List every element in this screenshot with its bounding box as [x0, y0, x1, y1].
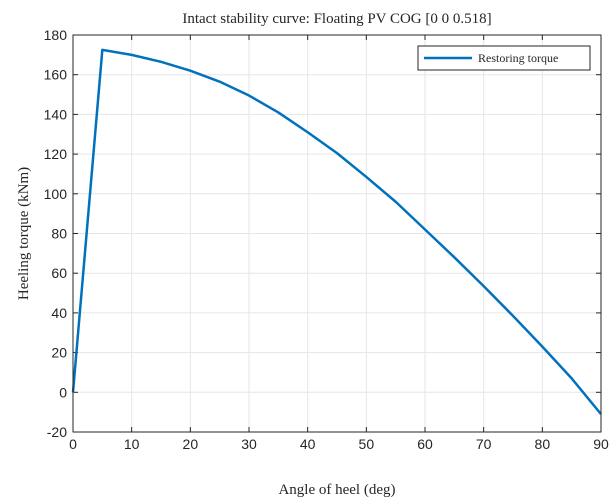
y-tick-label: 180: [44, 27, 68, 43]
y-tick-label: 160: [44, 67, 68, 83]
legend: Restoring torque: [417, 45, 591, 71]
x-tick-label: 60: [417, 436, 433, 452]
y-tick-label: -20: [47, 424, 67, 440]
y-tick-label: 20: [51, 345, 67, 361]
grid: [72, 34, 602, 433]
y-tick-label: 0: [59, 384, 67, 400]
x-tick-label: 40: [300, 436, 316, 452]
x-tick-label: 30: [241, 436, 257, 452]
series-line-restoring-torque: [71, 48, 602, 415]
series-group: [71, 48, 602, 415]
chart-title: Intact stability curve: Floating PV COG …: [182, 11, 491, 27]
y-tick-label: 100: [44, 186, 68, 202]
plot-frame: [72, 34, 602, 433]
y-tick-label: 40: [51, 305, 67, 321]
x-tick-label: 50: [359, 436, 375, 452]
x-axis-title: Angle of heel (deg): [278, 482, 395, 498]
x-tick-label: 90: [593, 436, 609, 452]
x-tick-label: 70: [476, 436, 492, 452]
y-tick-label: 140: [44, 106, 68, 122]
x-tick-label: 80: [535, 436, 551, 452]
y-axis-title: Heeling torque (kNm): [16, 167, 32, 300]
y-tick-label: 80: [51, 226, 67, 242]
x-tick-label: 20: [183, 436, 199, 452]
y-tick-label: 120: [44, 146, 68, 162]
x-tick-label: 10: [124, 436, 140, 452]
x-tick-label: 0: [69, 436, 77, 452]
y-tick-label: 60: [51, 265, 67, 281]
legend-label: Restoring torque: [478, 51, 558, 65]
y-axis-ticks: -20 0 20 40 60 80 100 120 140 160 180: [44, 27, 601, 440]
x-axis-ticks: 0 10 20 30 40 50 60 70 80 90: [69, 35, 609, 452]
